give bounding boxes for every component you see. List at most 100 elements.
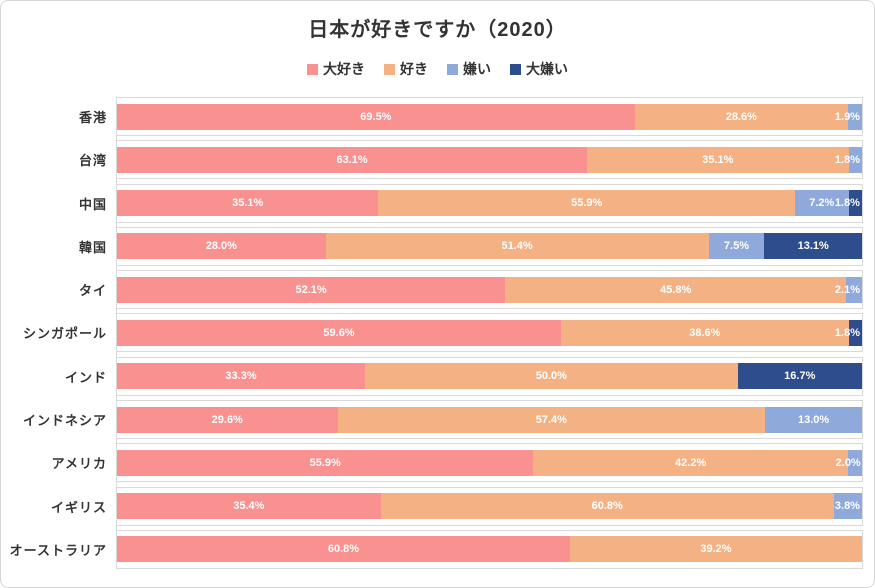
category-row: オーストラリア 60.8% 39.2% [1,529,863,569]
value-label: 59.6% [323,326,355,339]
plot-area: 香港 69.5% 28.6% 1.9% 台湾 63.1% 35.1% 1.8% 中国 35.1% 5… [1,97,863,569]
value-label: 13.0% [797,413,830,426]
legend-swatch-icon [384,63,395,75]
category-row: インドネシア 29.6% 57.4% 13.0% [1,400,863,440]
bar-segment: 7.2% [794,190,849,217]
bar-track: 35.1% 55.9% 7.2% 1.8% [116,183,863,223]
value-label: 63.1% [336,153,368,166]
bar-track: 55.9% 42.2% 2.0% [116,443,863,483]
bar-segment: 38.6% [561,319,849,346]
legend-label: 大嫌い [526,61,568,77]
value-label: 7.5% [723,240,749,253]
category-row: アメリカ 55.9% 42.2% 2.0% [1,443,863,483]
bar-track: 59.6% 38.6% 1.8% [116,313,863,353]
bar-track: 29.6% 57.4% 13.0% [116,400,863,440]
bar-segment: 69.5% [117,103,635,130]
value-label: 38.6% [689,326,721,339]
category-row: 中国 35.1% 55.9% 7.2% 1.8% [1,183,863,223]
bar-segment: 1.8% [835,190,862,217]
value-label: 60.8% [327,543,360,556]
category-row: 香港 69.5% 28.6% 1.9% [1,97,863,136]
value-label: 57.4% [535,413,567,426]
value-label: 2.1% [834,283,860,296]
chart-title: 日本が好きですか（2020） [308,19,567,41]
value-label: 45.8% [660,283,692,296]
legend-swatch-icon [510,63,521,75]
value-label: 29.6% [211,413,243,426]
bar-segment: 3.8% [833,493,862,520]
category-row: タイ 52.1% 45.8% 2.1% [1,270,863,310]
value-label: 55.9% [571,197,603,210]
legend-swatch-icon [447,63,458,75]
bar-track: 33.3% 50.0% 16.7% [116,356,863,396]
value-label: 1.8% [834,197,860,210]
stacked-bar: 60.8% 39.2% [117,536,862,563]
stacked-bar: 59.6% 38.6% 1.8% [117,319,862,346]
value-label: 55.9% [309,456,341,469]
bar-segment: 50.0% [365,363,738,390]
bar-segment: 28.6% [634,103,848,130]
value-label: 35.1% [702,153,734,166]
bar-segment: 42.2% [533,449,848,476]
value-label: 1.8% [834,153,860,166]
category-label: インド [64,369,107,385]
stacked-bar: 28.0% 51.4% 7.5% 13.1% [117,233,862,260]
category-row: 韓国 28.0% 51.4% 7.5% 13.1% [1,226,863,266]
bar-rows: 香港 69.5% 28.6% 1.9% 台湾 63.1% 35.1% 1.8% 中国 35.1% 5… [1,97,863,569]
bar-track: 28.0% 51.4% 7.5% 13.1% [116,226,863,266]
category-label: 香港 [78,110,107,125]
category-row: 台湾 63.1% 35.1% 1.8% [1,140,863,180]
category-label: イギリス [50,499,107,515]
category-label: シンガポール [22,326,107,342]
legend-label: 好き [400,61,428,77]
bar-segment: 59.6% [117,319,562,346]
bar-segment: 45.8% [505,276,847,303]
chart-legend: 大好き 好き 嫌い 大嫌い [1,59,874,79]
bar-segment: 57.4% [337,406,766,433]
value-label: 3.8% [834,500,860,513]
bar-segment: 13.0% [765,406,862,433]
bar-segment: 55.9% [378,190,795,217]
bar-track: 63.1% 35.1% 1.8% [116,140,863,180]
bar-segment: 1.8% [835,146,862,173]
category-row: シンガポール 59.6% 38.6% 1.8% [1,313,863,353]
bar-segment: 35.1% [587,146,849,173]
stacked-bar: 35.4% 60.8% 3.8% [117,493,862,520]
bar-segment: 39.2% [569,536,862,563]
bar-segment: 51.4% [325,233,709,260]
stacked-bar: 29.6% 57.4% 13.0% [117,406,862,433]
bar-segment: 35.4% [117,493,381,520]
category-label: 台湾 [78,153,107,169]
value-label: 35.1% [232,197,264,210]
bar-track: 52.1% 45.8% 2.1% [116,270,863,310]
legend-entry: 好き [384,59,428,79]
bar-segment: 16.7% [737,363,862,390]
bar-segment: 55.9% [117,449,534,476]
bar-segment: 60.8% [117,536,570,563]
value-label: 2.0% [835,456,861,469]
bar-segment: 1.8% [835,319,862,346]
value-label: 69.5% [360,110,392,123]
stacked-bar: 52.1% 45.8% 2.1% [117,276,862,303]
bar-segment: 2.0% [836,449,862,476]
bar-segment: 2.1% [835,276,862,303]
bar-segment: 52.1% [117,276,506,303]
bar-track: 35.4% 60.8% 3.8% [116,486,863,526]
legend-swatch-icon [307,63,318,75]
category-label: 韓国 [78,239,107,255]
value-label: 60.8% [591,500,623,513]
legend-entry: 大嫌い [510,59,568,79]
value-label: 39.2% [700,543,732,556]
category-label: 中国 [78,196,107,212]
legend-entry: 嫌い [447,59,491,79]
stacked-bar: 35.1% 55.9% 7.2% 1.8% [117,190,862,217]
value-label: 28.6% [725,110,757,123]
legend-label: 嫌い [463,61,491,77]
value-label: 50.0% [535,370,567,383]
value-label: 13.1% [797,240,829,253]
bar-track: 69.5% 28.6% 1.9% [116,97,863,136]
bar-segment: 28.0% [117,233,326,260]
stacked-bar: 55.9% 42.2% 2.0% [117,449,862,476]
value-label: 28.0% [205,240,237,253]
bar-track: 60.8% 39.2% [116,529,863,569]
